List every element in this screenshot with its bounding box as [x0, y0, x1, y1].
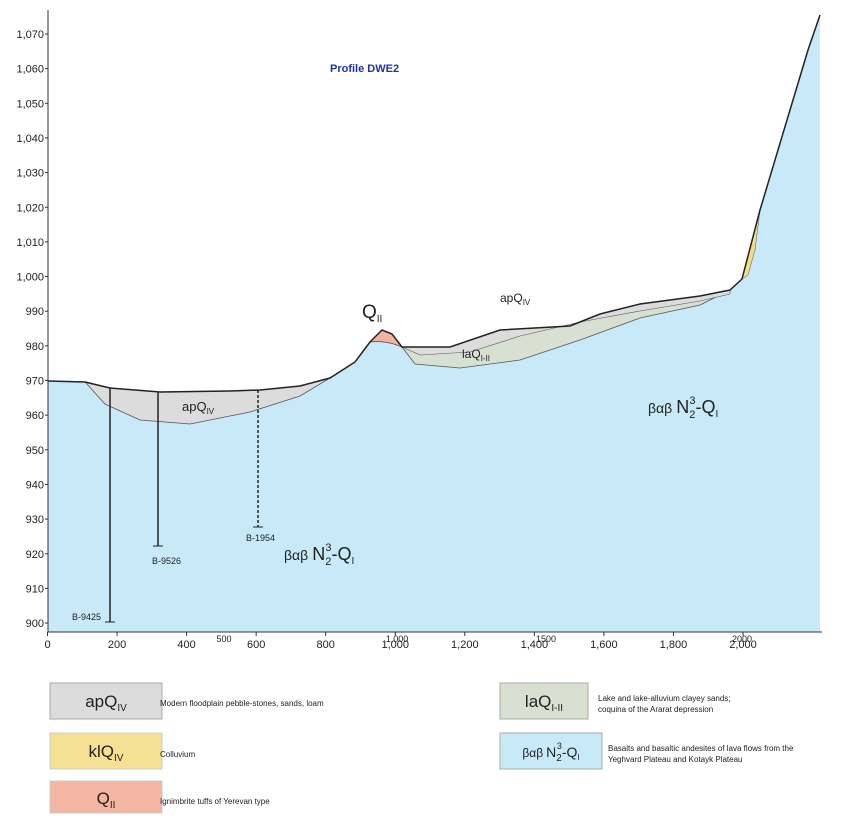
x-tick-label: 1,800 [660, 639, 688, 651]
y-tick-label: 980 [26, 341, 44, 353]
x-tick-label-alt: 1,000 [386, 634, 409, 644]
y-tick-label: 970 [26, 376, 44, 388]
y-tick-label: 910 [26, 583, 44, 595]
borehole-label: B-1954 [246, 533, 275, 543]
x-tick-label-alt: 500 [216, 634, 231, 644]
legend-description: coquina of the Ararat depression [598, 705, 713, 714]
borehole-label: B-9425 [72, 612, 101, 622]
legend-description: Yeghvard Plateau and Kotayk Plateau [608, 755, 742, 764]
y-tick-label: 1,060 [16, 64, 44, 76]
x-tick-label: 600 [247, 639, 265, 651]
y-tick-label: 900 [26, 618, 44, 630]
legend-description: Colluvium [160, 750, 195, 759]
y-tick-label: 1,010 [16, 237, 44, 249]
y-tick-label: 1,040 [16, 133, 44, 145]
legend-description: Modern floodplain pebble-stones, sands, … [160, 699, 324, 708]
x-tick-label: 1,600 [590, 639, 618, 651]
y-tick-label: 930 [26, 514, 44, 526]
profile-diagram: B-9425 B-9526 B-1954 Profile DWE2 QII ap… [0, 0, 844, 817]
x-tick-label: 200 [108, 639, 126, 651]
x-tick-label: 1,200 [451, 639, 479, 651]
y-tick-label: 940 [26, 479, 44, 491]
x-tick-label: 0 [44, 639, 50, 651]
legend-description: Basalts and basaltic andesites of lava f… [608, 744, 794, 753]
y-tick-label: 1,070 [16, 29, 44, 41]
x-tick-label-alt: 1500 [536, 634, 556, 644]
legend-description: Lake and lake-alluvium clayey sands; [598, 694, 731, 703]
x-tick-label-alt: 2000 [732, 634, 752, 644]
y-tick-label: 1,050 [16, 98, 44, 110]
x-tick-label: 400 [177, 639, 195, 651]
y-tick-label: 960 [26, 410, 44, 422]
y-tick-label: 920 [26, 549, 44, 561]
y-tick-label: 1,030 [16, 168, 44, 180]
y-tick-label: 1,020 [16, 202, 44, 214]
y-tick-label: 950 [26, 445, 44, 457]
profile-title: Profile DWE2 [330, 63, 399, 75]
y-tick-label: 990 [26, 306, 44, 318]
legend-description: Ignimbrite tuffs of Yerevan type [160, 797, 270, 806]
borehole-label: B-9526 [152, 556, 181, 566]
x-tick-label: 800 [317, 639, 335, 651]
y-tick-label: 1,000 [16, 272, 44, 284]
